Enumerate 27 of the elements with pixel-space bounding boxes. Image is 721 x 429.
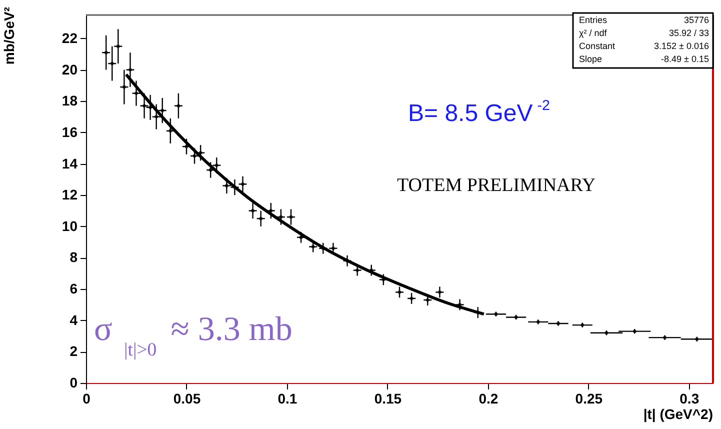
y-tick-label: 12 bbox=[62, 186, 78, 203]
y-tick-label: 8 bbox=[70, 249, 78, 266]
y-tick-label: 6 bbox=[70, 280, 78, 297]
x-tick-label: 0.1 bbox=[278, 390, 298, 406]
annotation: σ|t|>0 ≈ 3.3 mb bbox=[94, 311, 292, 360]
text: χ² / ndf 35.92 / 33 bbox=[579, 28, 709, 38]
x-tick-label: 0.25 bbox=[575, 390, 603, 406]
y-tick-label: 16 bbox=[62, 124, 78, 140]
x-tick-label: 0.05 bbox=[173, 390, 201, 406]
y-tick-label: 2 bbox=[70, 343, 78, 360]
x-tick-label: 0.3 bbox=[680, 390, 700, 406]
x-tick-label: 0 bbox=[82, 390, 91, 406]
text: Slope -8.49 ± 0.15 bbox=[579, 54, 709, 64]
x-tick-label: 0.2 bbox=[478, 390, 498, 406]
text: Entries 35776 bbox=[579, 15, 709, 25]
annotation: TOTEM PRELIMINARY bbox=[397, 175, 596, 196]
x-tick-label: 0.15 bbox=[374, 390, 402, 406]
y-tick-label: 22 bbox=[62, 30, 78, 46]
x-axis-title: |t| (GeV^2) bbox=[643, 406, 713, 423]
y-tick-label: 10 bbox=[62, 218, 78, 234]
y-tick-label: 18 bbox=[62, 92, 78, 109]
y-axis-title: mb/GeV² bbox=[1, 6, 17, 65]
y-tick-label: 0 bbox=[70, 374, 78, 390]
text: Constant 3.152 ± 0.016 bbox=[579, 41, 709, 51]
y-tick-label: 4 bbox=[70, 312, 78, 328]
y-tick-label: 20 bbox=[62, 61, 78, 78]
y-tick-label: 14 bbox=[62, 155, 78, 172]
